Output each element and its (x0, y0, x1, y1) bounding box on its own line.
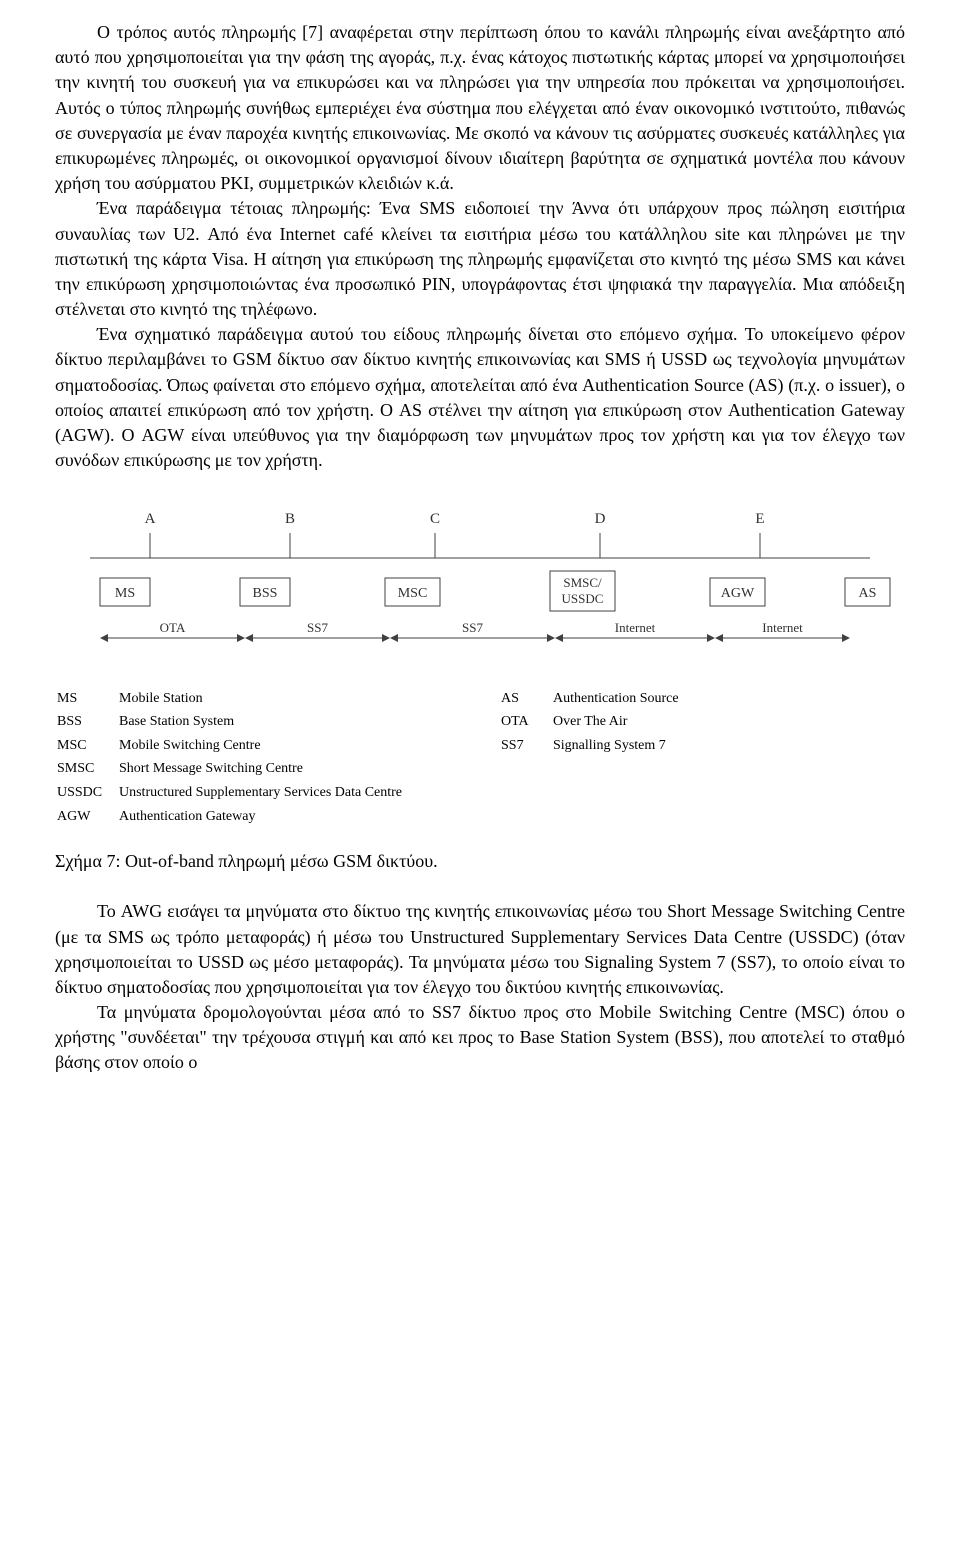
svg-text:AS: AS (859, 586, 877, 601)
svg-text:BSS: BSS (253, 586, 278, 601)
paragraph-2: Ένα παράδειγμα τέτοιας πληρωμής: Ένα SMS… (55, 196, 905, 322)
paragraph-4: Το AWG εισάγει τα μηνύματα στο δίκτυο τη… (55, 899, 905, 1000)
svg-text:MS: MS (115, 586, 135, 601)
svg-text:Internet: Internet (762, 620, 803, 635)
svg-text:MSC: MSC (398, 586, 428, 601)
svg-text:SS7: SS7 (462, 620, 483, 635)
svg-text:AGW: AGW (721, 586, 755, 601)
diagram-svg: A B C D E MS BSS MSC SMSC/USSDC AGW AS OTA SS7 SS7 Int… (55, 503, 905, 663)
paragraph-5: Τα μηνύματα δρομολογούνται μέσα από το S… (55, 1000, 905, 1076)
svg-text:C: C (430, 511, 440, 527)
svg-text:A: A (145, 511, 156, 527)
svg-text:B: B (285, 511, 295, 527)
network-diagram: A B C D E MS BSS MSC SMSC/USSDC AGW AS OTA SS7 SS7 Int… (55, 503, 905, 829)
svg-text:Internet: Internet (615, 620, 656, 635)
paragraph-3: Ένα σχηματικό παράδειγμα αυτού του είδου… (55, 322, 905, 473)
paragraph-1: Ο τρόπος αυτός πληρωμής [7] αναφέρεται σ… (55, 20, 905, 196)
svg-text:USSDC: USSDC (562, 591, 604, 606)
svg-text:SS7: SS7 (307, 620, 328, 635)
svg-text:OTA: OTA (160, 620, 186, 635)
svg-text:SMSC/: SMSC/ (563, 575, 602, 590)
figure-caption: Σχήμα 7: Out-of-band πληρωμή μέσω GSM δι… (55, 849, 905, 874)
svg-text:D: D (595, 511, 606, 527)
svg-text:E: E (755, 511, 764, 527)
legend-table: MSMobile StationASAuthentication SourceB… (55, 686, 905, 830)
